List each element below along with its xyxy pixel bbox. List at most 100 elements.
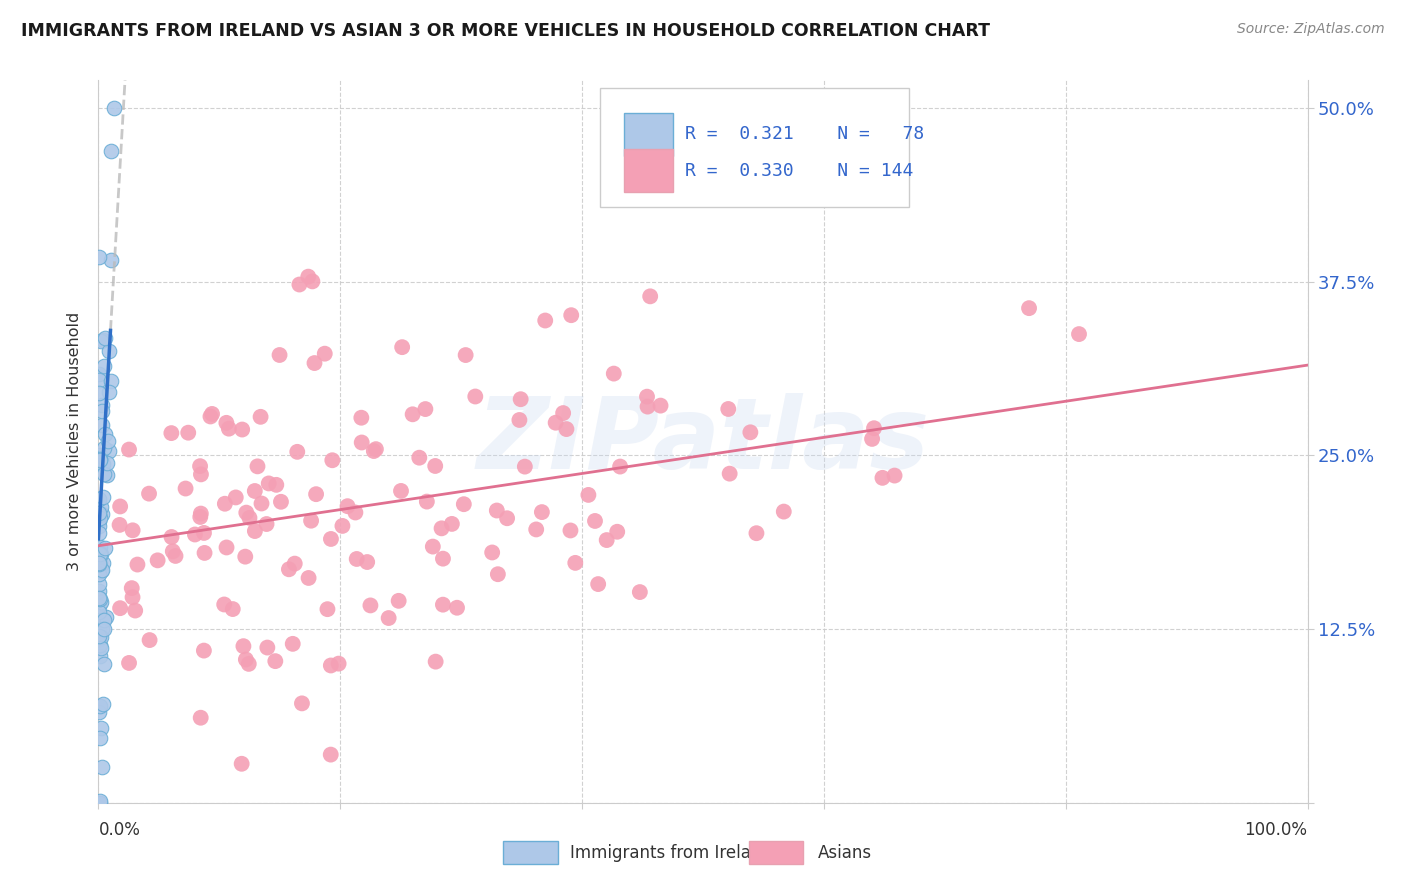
Text: IMMIGRANTS FROM IRELAND VS ASIAN 3 OR MORE VEHICLES IN HOUSEHOLD CORRELATION CHA: IMMIGRANTS FROM IRELAND VS ASIAN 3 OR MO… bbox=[21, 22, 990, 40]
Point bbox=[89, 649, 111, 664]
Point bbox=[89, 514, 111, 528]
Point bbox=[91, 563, 114, 577]
Point bbox=[87, 577, 110, 591]
Point bbox=[284, 557, 307, 571]
Point bbox=[319, 747, 342, 762]
Point bbox=[319, 658, 342, 673]
Point bbox=[269, 348, 291, 362]
Point bbox=[94, 427, 117, 442]
Text: ZIPatlas: ZIPatlas bbox=[477, 393, 929, 490]
Point bbox=[121, 581, 143, 595]
Point bbox=[89, 540, 111, 554]
Point bbox=[233, 549, 256, 564]
Point bbox=[524, 523, 547, 537]
Point bbox=[108, 500, 131, 514]
Point bbox=[553, 406, 575, 420]
Point bbox=[177, 425, 200, 440]
Point bbox=[586, 577, 609, 591]
Point bbox=[346, 552, 368, 566]
Point bbox=[91, 490, 114, 504]
Point bbox=[638, 289, 661, 303]
Point bbox=[87, 705, 110, 719]
Point bbox=[87, 386, 110, 401]
Point bbox=[94, 331, 117, 345]
Point bbox=[127, 558, 149, 572]
Point bbox=[193, 525, 215, 540]
Point bbox=[422, 540, 444, 554]
Point bbox=[97, 384, 120, 399]
Point bbox=[108, 601, 131, 615]
Point bbox=[89, 548, 111, 562]
Point bbox=[454, 348, 477, 362]
Point bbox=[314, 347, 336, 361]
Point bbox=[238, 657, 260, 671]
Point bbox=[555, 422, 578, 436]
Point bbox=[377, 611, 399, 625]
Point bbox=[201, 407, 224, 421]
Point bbox=[628, 585, 651, 599]
Point bbox=[91, 333, 114, 347]
Point bbox=[336, 499, 359, 513]
Point bbox=[363, 444, 385, 458]
Point bbox=[513, 459, 536, 474]
Point bbox=[90, 622, 112, 636]
Point bbox=[188, 459, 211, 474]
Text: Source: ZipAtlas.com: Source: ZipAtlas.com bbox=[1237, 22, 1385, 37]
Point bbox=[121, 524, 143, 538]
Point bbox=[89, 721, 111, 735]
Point bbox=[89, 448, 111, 462]
Point bbox=[560, 524, 582, 538]
Point bbox=[650, 399, 672, 413]
Point bbox=[87, 605, 110, 619]
Point bbox=[299, 514, 322, 528]
Point bbox=[218, 422, 240, 436]
Point bbox=[350, 410, 373, 425]
Point bbox=[90, 595, 112, 609]
Point bbox=[90, 547, 112, 561]
Point bbox=[89, 638, 111, 652]
Point bbox=[235, 506, 257, 520]
Point bbox=[89, 373, 111, 387]
Point bbox=[121, 591, 143, 605]
Point bbox=[118, 656, 141, 670]
Point bbox=[264, 654, 287, 668]
Point bbox=[509, 392, 531, 407]
Point bbox=[193, 546, 215, 560]
Point bbox=[89, 510, 111, 524]
Point bbox=[332, 519, 354, 533]
Y-axis label: 3 or more Vehicles in Household: 3 or more Vehicles in Household bbox=[67, 312, 83, 571]
Point bbox=[416, 494, 439, 508]
Point bbox=[485, 503, 508, 517]
Point bbox=[96, 457, 118, 471]
Point bbox=[118, 442, 141, 457]
Point bbox=[87, 556, 110, 570]
Point bbox=[389, 483, 412, 498]
Point bbox=[90, 418, 112, 433]
Point bbox=[215, 541, 238, 555]
FancyBboxPatch shape bbox=[749, 841, 803, 864]
Point bbox=[90, 398, 112, 412]
Point bbox=[89, 250, 111, 264]
Point bbox=[257, 476, 280, 491]
Point bbox=[93, 541, 115, 555]
Point bbox=[89, 796, 111, 810]
Point bbox=[87, 599, 110, 613]
Point bbox=[87, 632, 110, 647]
Point bbox=[184, 527, 207, 541]
Point bbox=[96, 468, 118, 483]
Point bbox=[481, 545, 503, 559]
Point bbox=[745, 526, 768, 541]
Text: Immigrants from Ireland: Immigrants from Ireland bbox=[569, 844, 772, 862]
Point bbox=[214, 497, 236, 511]
Point bbox=[256, 640, 278, 655]
Point bbox=[266, 478, 288, 492]
Point bbox=[89, 629, 111, 643]
Point bbox=[301, 274, 323, 288]
Point bbox=[124, 603, 146, 617]
FancyBboxPatch shape bbox=[503, 841, 558, 864]
Point bbox=[328, 657, 350, 671]
FancyBboxPatch shape bbox=[600, 87, 908, 207]
Point bbox=[87, 583, 110, 598]
Point bbox=[190, 507, 212, 521]
Point bbox=[717, 401, 740, 416]
